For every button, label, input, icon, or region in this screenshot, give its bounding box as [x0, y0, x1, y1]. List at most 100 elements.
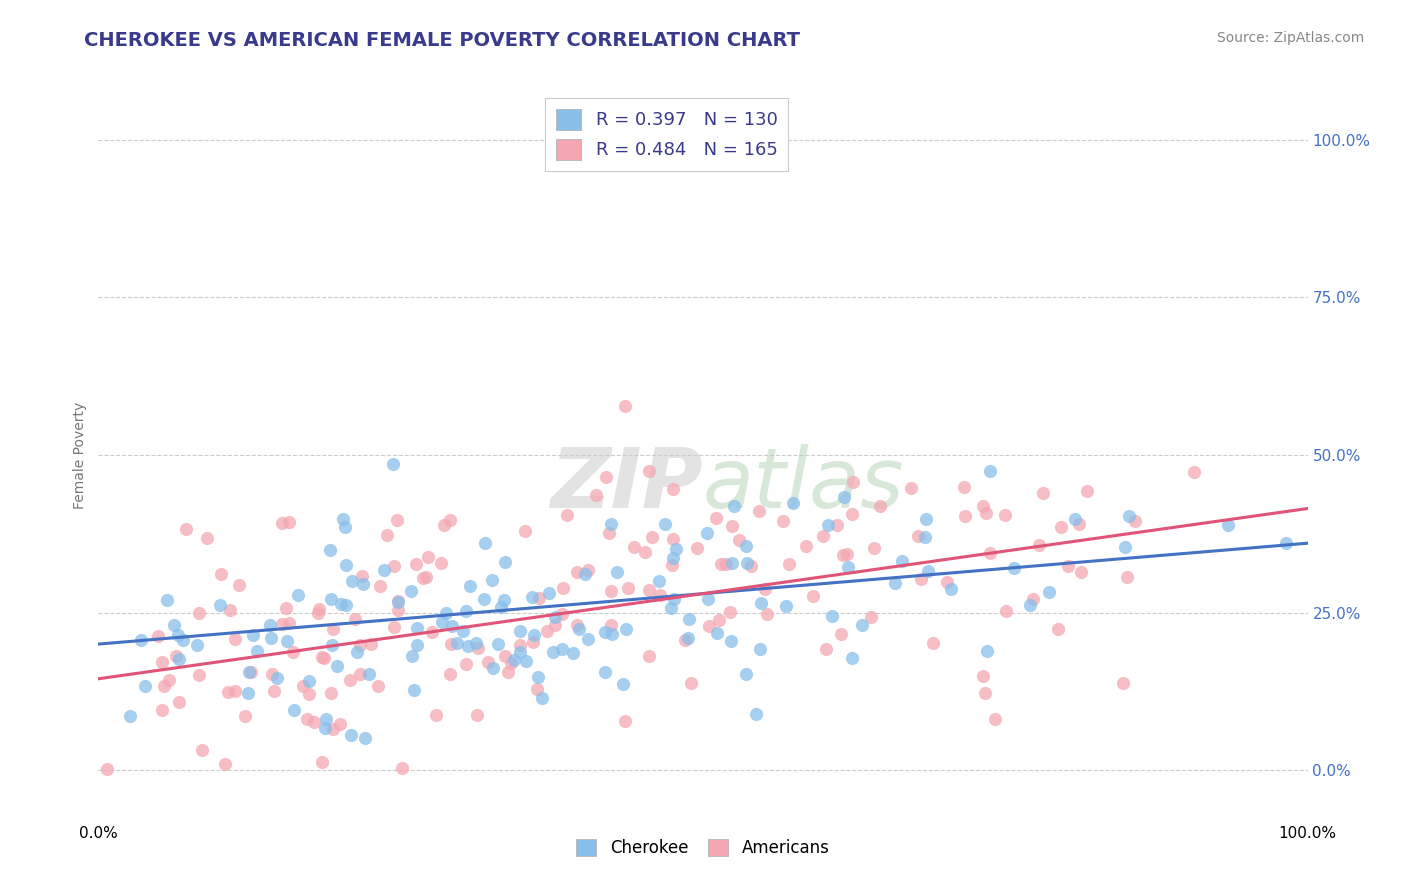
Point: [482, 661, 505, 675]
Point: [259, 631, 281, 645]
Point: [454, 604, 477, 618]
Point: [576, 632, 599, 646]
Point: [585, 487, 607, 501]
Point: [391, 761, 413, 775]
Point: [360, 637, 382, 651]
Point: [751, 596, 773, 610]
Point: [474, 536, 496, 550]
Point: [748, 504, 770, 518]
Point: [302, 714, 325, 729]
Point: [841, 650, 863, 665]
Point: [756, 607, 779, 622]
Point: [311, 649, 333, 664]
Point: [555, 508, 578, 522]
Point: [387, 603, 409, 617]
Point: [515, 654, 537, 668]
Point: [1028, 538, 1050, 552]
Point: [308, 601, 330, 615]
Point: [678, 632, 700, 646]
Point: [454, 657, 477, 671]
Point: [600, 517, 623, 532]
Point: [974, 507, 997, 521]
Point: [412, 571, 434, 585]
Point: [606, 565, 628, 579]
Point: [600, 583, 623, 598]
Point: [979, 546, 1001, 560]
Point: [686, 541, 709, 556]
Point: [354, 731, 377, 745]
Point: [1038, 584, 1060, 599]
Point: [835, 547, 858, 561]
Point: [1063, 511, 1085, 525]
Point: [1047, 622, 1070, 636]
Point: [1116, 570, 1139, 584]
Point: [433, 518, 456, 533]
Point: [489, 599, 512, 614]
Point: [814, 642, 837, 657]
Point: [352, 569, 374, 583]
Point: [662, 551, 685, 566]
Point: [616, 581, 638, 595]
Point: [209, 598, 232, 612]
Point: [939, 582, 962, 597]
Point: [1076, 484, 1098, 499]
Point: [344, 612, 367, 626]
Point: [562, 646, 585, 660]
Point: [745, 706, 768, 721]
Point: [157, 673, 180, 687]
Point: [775, 599, 797, 613]
Point: [481, 574, 503, 588]
Point: [637, 583, 659, 598]
Point: [188, 668, 211, 682]
Point: [349, 638, 371, 652]
Point: [163, 617, 186, 632]
Point: [553, 581, 575, 595]
Point: [349, 666, 371, 681]
Point: [654, 517, 676, 532]
Point: [794, 539, 817, 553]
Point: [214, 757, 236, 772]
Point: [710, 557, 733, 571]
Point: [233, 709, 256, 723]
Point: [439, 513, 461, 527]
Point: [696, 591, 718, 606]
Point: [718, 605, 741, 619]
Text: Source: ZipAtlas.com: Source: ZipAtlas.com: [1216, 31, 1364, 45]
Point: [637, 464, 659, 478]
Point: [754, 582, 776, 596]
Point: [638, 649, 661, 664]
Point: [375, 527, 398, 541]
Point: [749, 642, 772, 657]
Point: [598, 526, 620, 541]
Point: [283, 703, 305, 717]
Point: [972, 499, 994, 513]
Point: [659, 601, 682, 615]
Point: [330, 597, 353, 611]
Point: [263, 684, 285, 698]
Point: [276, 634, 298, 648]
Point: [551, 607, 574, 622]
Point: [641, 531, 664, 545]
Point: [914, 530, 936, 544]
Point: [509, 624, 531, 638]
Point: [720, 556, 742, 570]
Point: [1216, 517, 1239, 532]
Point: [346, 644, 368, 658]
Point: [527, 670, 550, 684]
Point: [224, 683, 246, 698]
Point: [425, 707, 447, 722]
Point: [451, 624, 474, 639]
Point: [972, 669, 994, 683]
Point: [661, 482, 683, 496]
Point: [565, 618, 588, 632]
Point: [238, 665, 260, 679]
Point: [1004, 561, 1026, 575]
Point: [352, 577, 374, 591]
Point: [291, 679, 314, 693]
Point: [335, 558, 357, 572]
Point: [314, 651, 336, 665]
Point: [541, 645, 564, 659]
Point: [648, 574, 671, 588]
Point: [190, 743, 212, 757]
Point: [910, 572, 932, 586]
